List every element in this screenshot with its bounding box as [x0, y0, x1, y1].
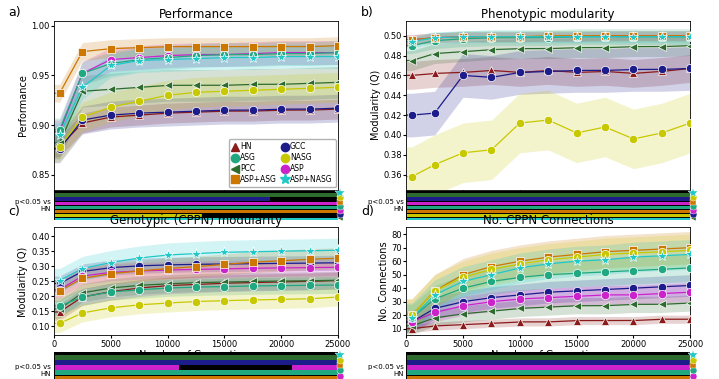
- Legend: HN, ASG, PCC, ASP+ASG, GCC, NASG, ASP, ASP+NASG: HN, ASG, PCC, ASP+ASG, GCC, NASG, ASP, A…: [229, 139, 336, 187]
- X-axis label: Number of Generations: Number of Generations: [491, 350, 605, 360]
- Title: Performance: Performance: [159, 8, 233, 21]
- Text: c): c): [9, 205, 21, 218]
- Text: p<0.05 vs
HN: p<0.05 vs HN: [15, 364, 51, 377]
- Bar: [55, 376, 338, 379]
- Title: Genotypic (CPPN) modularity: Genotypic (CPPN) modularity: [110, 215, 282, 227]
- Bar: [55, 214, 201, 218]
- Bar: [55, 371, 338, 375]
- Bar: [55, 355, 338, 360]
- Y-axis label: Modularity (Q): Modularity (Q): [19, 246, 29, 316]
- Text: p<0.05 vs
HN: p<0.05 vs HN: [15, 199, 51, 212]
- Bar: [55, 210, 338, 213]
- Bar: [408, 365, 690, 370]
- Y-axis label: Modularity (Q): Modularity (Q): [371, 70, 380, 140]
- Bar: [293, 365, 338, 370]
- Bar: [408, 371, 690, 375]
- Bar: [55, 360, 338, 365]
- Text: d): d): [361, 205, 374, 218]
- Bar: [408, 355, 690, 360]
- Text: p<0.05 vs
HN: p<0.05 vs HN: [367, 199, 403, 212]
- Title: Phenotypic modularity: Phenotypic modularity: [482, 8, 615, 21]
- Bar: [408, 202, 690, 205]
- Bar: [55, 197, 270, 201]
- Bar: [408, 218, 690, 221]
- Y-axis label: No. Connections: No. Connections: [379, 241, 389, 321]
- Bar: [55, 202, 338, 205]
- Bar: [408, 210, 690, 213]
- Bar: [408, 214, 690, 218]
- Bar: [408, 376, 690, 379]
- Bar: [408, 360, 690, 365]
- Text: p<0.05 vs
HN: p<0.05 vs HN: [367, 364, 403, 377]
- Title: No. CPPN Connections: No. CPPN Connections: [483, 215, 613, 227]
- Bar: [55, 193, 338, 197]
- Text: a): a): [9, 6, 22, 19]
- Bar: [55, 218, 338, 221]
- X-axis label: Number of Generations: Number of Generations: [139, 350, 253, 360]
- Bar: [408, 197, 690, 201]
- Bar: [408, 205, 690, 209]
- Text: b): b): [361, 6, 374, 19]
- Y-axis label: Performance: Performance: [19, 74, 29, 136]
- Bar: [55, 365, 179, 370]
- Bar: [408, 193, 690, 197]
- Bar: [55, 205, 338, 209]
